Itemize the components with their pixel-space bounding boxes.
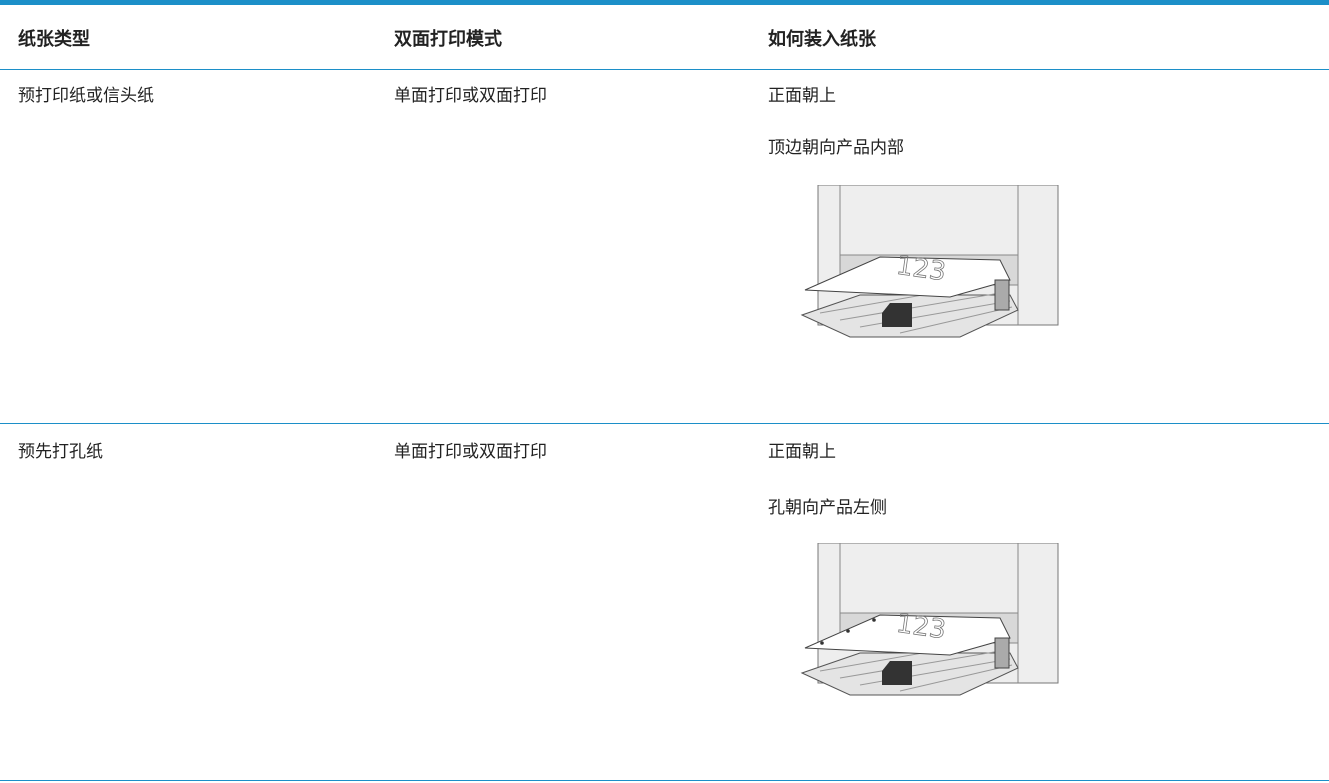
printer-illustration: 123 [800, 543, 1059, 696]
instruction: 正面朝上 [768, 86, 836, 106]
illustration-label: 123 [894, 251, 947, 288]
column-header: 纸张类型 [18, 29, 90, 50]
printer-illustration: 123 [800, 185, 1059, 338]
table-bottom-rule [0, 780, 1329, 781]
header-rule [0, 69, 1329, 70]
duplex-mode: 单面打印或双面打印 [394, 86, 547, 106]
duplex-mode: 单面打印或双面打印 [394, 442, 547, 462]
row-rule [0, 423, 1329, 424]
instruction: 正面朝上 [768, 442, 836, 462]
instruction: 顶边朝向产品内部 [768, 138, 904, 158]
paper-type: 预先打孔纸 [18, 442, 103, 462]
column-header: 双面打印模式 [394, 29, 502, 50]
table-top-rule [0, 0, 1329, 5]
instruction: 孔朝向产品左侧 [768, 498, 887, 518]
illustration-label: 123 [894, 609, 947, 646]
paper-type: 预打印纸或信头纸 [18, 86, 154, 106]
column-header: 如何装入纸张 [768, 29, 876, 50]
